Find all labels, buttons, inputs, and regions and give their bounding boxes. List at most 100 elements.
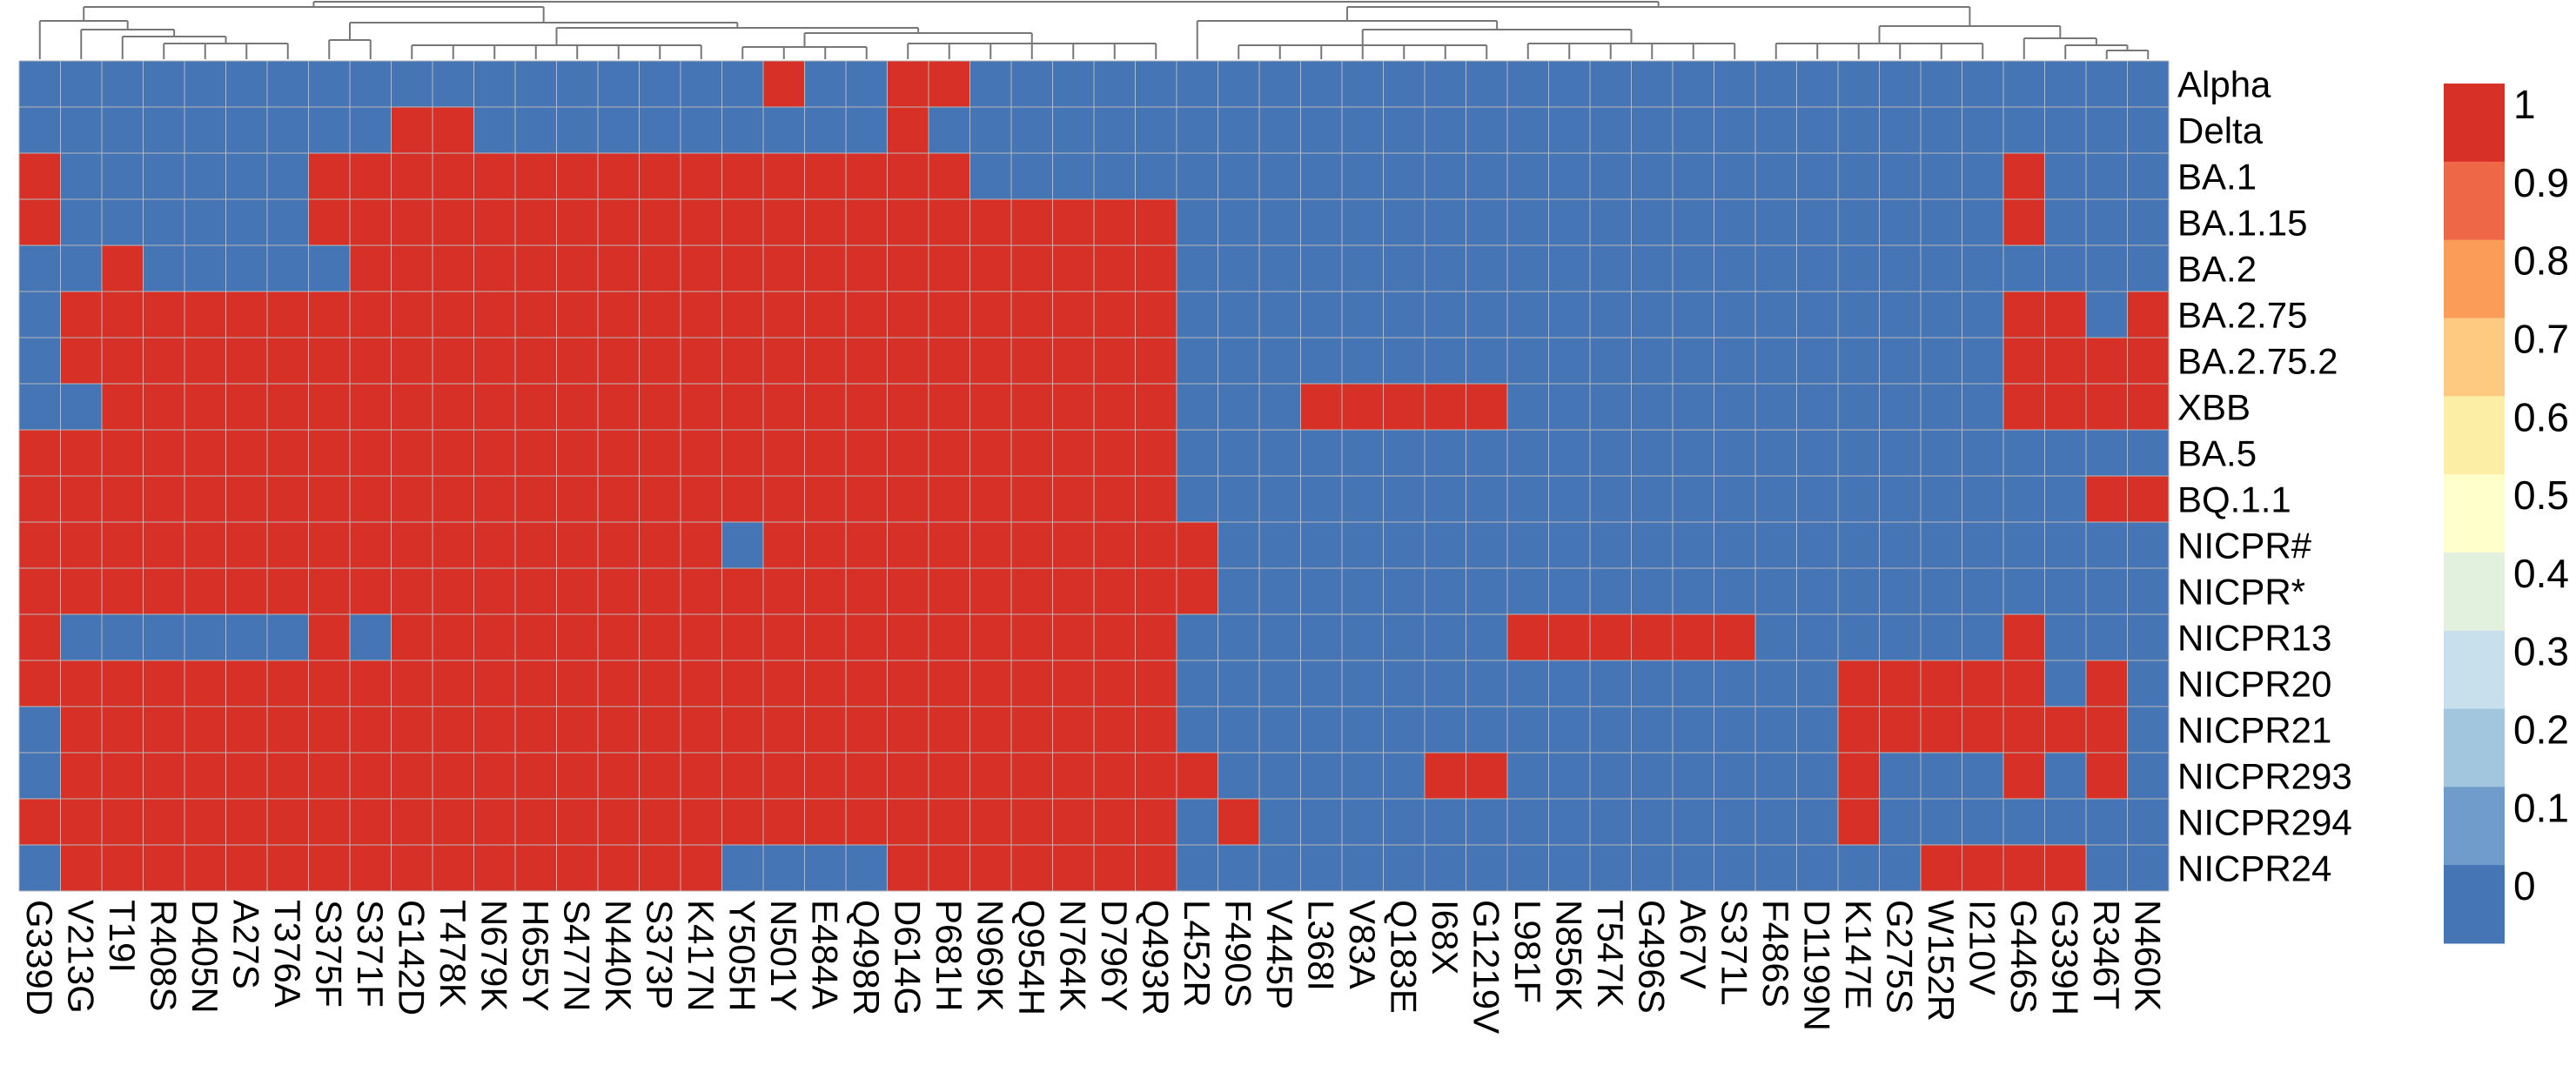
heatmap-cell bbox=[1589, 337, 1632, 385]
heatmap-cell bbox=[597, 798, 640, 846]
heatmap-cell bbox=[1837, 706, 1880, 754]
heatmap-cell bbox=[1548, 383, 1591, 431]
heatmap-cell bbox=[1135, 106, 1177, 154]
heatmap-cell bbox=[2044, 521, 2087, 569]
heatmap-cell bbox=[845, 475, 888, 523]
heatmap-cell bbox=[1383, 383, 1426, 431]
heatmap-cell bbox=[1920, 475, 1962, 523]
heatmap-cell bbox=[349, 291, 392, 338]
heatmap-cell bbox=[1052, 198, 1095, 246]
heatmap-cell bbox=[143, 475, 185, 523]
heatmap-cell bbox=[391, 706, 433, 754]
heatmap-cell bbox=[60, 383, 103, 431]
heatmap-cell bbox=[1466, 752, 1508, 800]
heatmap-cell bbox=[1754, 198, 1797, 246]
heatmap-cell bbox=[514, 567, 557, 615]
heatmap-cell bbox=[1424, 844, 1466, 892]
heatmap-cell bbox=[101, 798, 144, 846]
heatmap-cell bbox=[556, 429, 599, 477]
heatmap-cell bbox=[1466, 660, 1508, 707]
heatmap-cell bbox=[1714, 383, 1756, 431]
heatmap-cell bbox=[473, 521, 516, 569]
heatmap-cell bbox=[1093, 429, 1136, 477]
heatmap-cell bbox=[804, 245, 847, 292]
heatmap-cell bbox=[1341, 567, 1384, 615]
heatmap-cell bbox=[845, 521, 888, 569]
heatmap-cell bbox=[2002, 475, 2045, 523]
heatmap-cell bbox=[18, 613, 61, 661]
column-label: G275S bbox=[1879, 900, 1920, 1014]
row-label: BA.2.75.2 bbox=[2177, 341, 2338, 382]
heatmap-cell bbox=[804, 844, 847, 892]
heatmap-cell bbox=[308, 567, 351, 615]
heatmap-cell bbox=[639, 613, 681, 661]
heatmap-cell bbox=[18, 752, 61, 800]
heatmap-cell bbox=[556, 798, 599, 846]
heatmap-cell bbox=[1218, 198, 1260, 246]
heatmap-cell bbox=[1672, 429, 1714, 477]
heatmap-cell bbox=[1258, 429, 1301, 477]
heatmap-cell bbox=[1466, 198, 1508, 246]
heatmap-cell bbox=[432, 291, 474, 338]
heatmap-cell bbox=[639, 567, 681, 615]
heatmap-cell bbox=[473, 383, 516, 431]
legend-swatch bbox=[2444, 84, 2505, 163]
heatmap-cell bbox=[2002, 706, 2045, 754]
heatmap-cell bbox=[432, 475, 474, 523]
heatmap-cell bbox=[1258, 152, 1301, 200]
heatmap-cell bbox=[1548, 567, 1591, 615]
heatmap-cell bbox=[225, 798, 268, 846]
heatmap-cell bbox=[721, 429, 764, 477]
heatmap-cell bbox=[1258, 475, 1301, 523]
heatmap-cell bbox=[2085, 521, 2128, 569]
heatmap-cell bbox=[308, 660, 351, 707]
heatmap-cell bbox=[1920, 660, 1962, 707]
heatmap-cell bbox=[1052, 844, 1095, 892]
heatmap-cell bbox=[1754, 429, 1797, 477]
heatmap-cell bbox=[1962, 60, 2004, 108]
heatmap-cell bbox=[1920, 198, 1962, 246]
heatmap-cell bbox=[1424, 245, 1466, 292]
heatmap-cell bbox=[266, 706, 309, 754]
heatmap-cell bbox=[597, 152, 640, 200]
heatmap-cell bbox=[887, 844, 929, 892]
heatmap-cell bbox=[1548, 613, 1591, 661]
heatmap-cell bbox=[1176, 152, 1218, 200]
heatmap-cell bbox=[597, 198, 640, 246]
heatmap-cell bbox=[1796, 245, 1839, 292]
heatmap-cell bbox=[1714, 60, 1756, 108]
heatmap-cell bbox=[1383, 706, 1426, 754]
heatmap-cell bbox=[2002, 198, 2045, 246]
heatmap-cell bbox=[101, 706, 144, 754]
heatmap-cell bbox=[473, 844, 516, 892]
heatmap-cell bbox=[1548, 429, 1591, 477]
heatmap-cell bbox=[1796, 567, 1839, 615]
heatmap-cell bbox=[1383, 475, 1426, 523]
heatmap-cell bbox=[1754, 383, 1797, 431]
heatmap-cell bbox=[928, 752, 970, 800]
heatmap-cell bbox=[1176, 383, 1218, 431]
heatmap-cell bbox=[1176, 567, 1218, 615]
heatmap-cell bbox=[2044, 660, 2087, 707]
heatmap-cell bbox=[2085, 337, 2128, 385]
heatmap-cell bbox=[1796, 152, 1839, 200]
heatmap-cell bbox=[845, 198, 888, 246]
column-label: T478K bbox=[433, 900, 473, 1008]
legend-swatch bbox=[2444, 239, 2505, 318]
heatmap-cell bbox=[1837, 613, 1880, 661]
heatmap-cell bbox=[804, 198, 847, 246]
heatmap-cell bbox=[1920, 106, 1962, 154]
heatmap-cell bbox=[556, 475, 599, 523]
heatmap-cell bbox=[597, 752, 640, 800]
heatmap-cell bbox=[969, 291, 1012, 338]
heatmap-cell bbox=[597, 844, 640, 892]
heatmap-cell bbox=[639, 844, 681, 892]
heatmap-cell bbox=[721, 337, 764, 385]
heatmap-cell bbox=[2044, 60, 2087, 108]
heatmap-cell bbox=[1714, 475, 1756, 523]
heatmap-cell bbox=[680, 613, 722, 661]
heatmap-cell bbox=[721, 521, 764, 569]
heatmap-cell bbox=[639, 706, 681, 754]
heatmap-cell bbox=[556, 152, 599, 200]
heatmap-cell bbox=[1506, 291, 1549, 338]
